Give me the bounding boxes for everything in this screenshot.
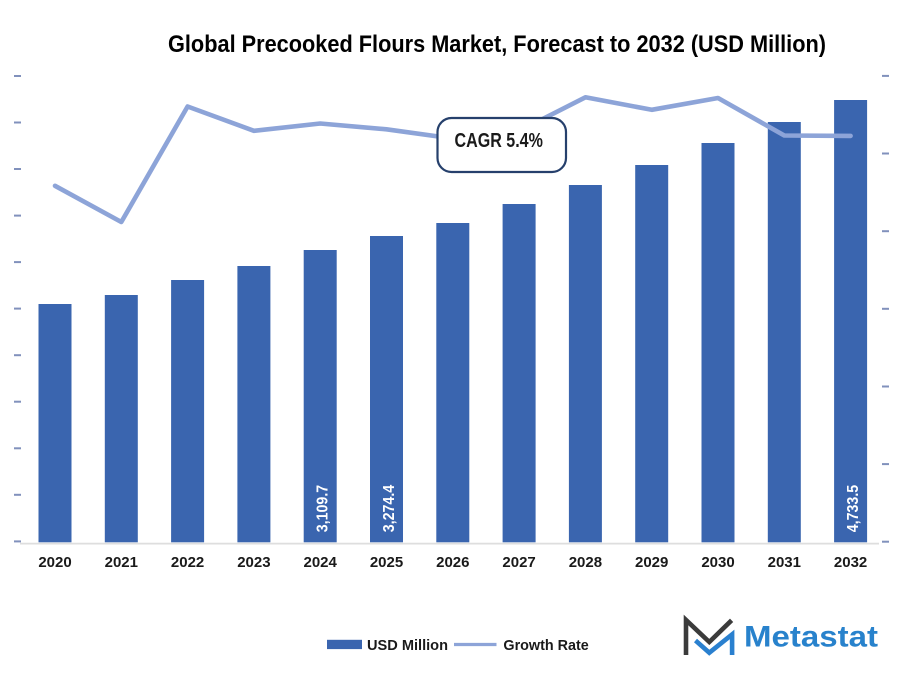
svg-text:2027: 2027 <box>502 554 535 571</box>
svg-text:3,274.4: 3,274.4 <box>381 485 398 533</box>
svg-text:Global Precooked Flours Market: Global Precooked Flours Market, Forecast… <box>168 32 826 58</box>
svg-text:2028: 2028 <box>569 554 602 571</box>
svg-text:2029: 2029 <box>635 554 668 571</box>
svg-text:Metastat: Metastat <box>744 620 878 653</box>
svg-text:2020: 2020 <box>38 554 71 571</box>
svg-text:USD Million: USD Million <box>367 637 448 654</box>
svg-text:2030: 2030 <box>701 554 734 571</box>
svg-text:2022: 2022 <box>171 554 204 571</box>
svg-text:Growth Rate: Growth Rate <box>503 637 588 654</box>
svg-text:2026: 2026 <box>436 554 469 571</box>
svg-text:2031: 2031 <box>768 554 801 571</box>
svg-text:2021: 2021 <box>105 554 138 571</box>
svg-text:3,109.7: 3,109.7 <box>315 485 332 533</box>
svg-text:2024: 2024 <box>304 554 338 571</box>
svg-text:2025: 2025 <box>370 554 403 571</box>
svg-text:CAGR 5.4%: CAGR 5.4% <box>455 129 543 152</box>
svg-text:2023: 2023 <box>237 554 270 571</box>
svg-text:4,733.5: 4,733.5 <box>845 485 862 533</box>
svg-text:2032: 2032 <box>834 554 867 571</box>
